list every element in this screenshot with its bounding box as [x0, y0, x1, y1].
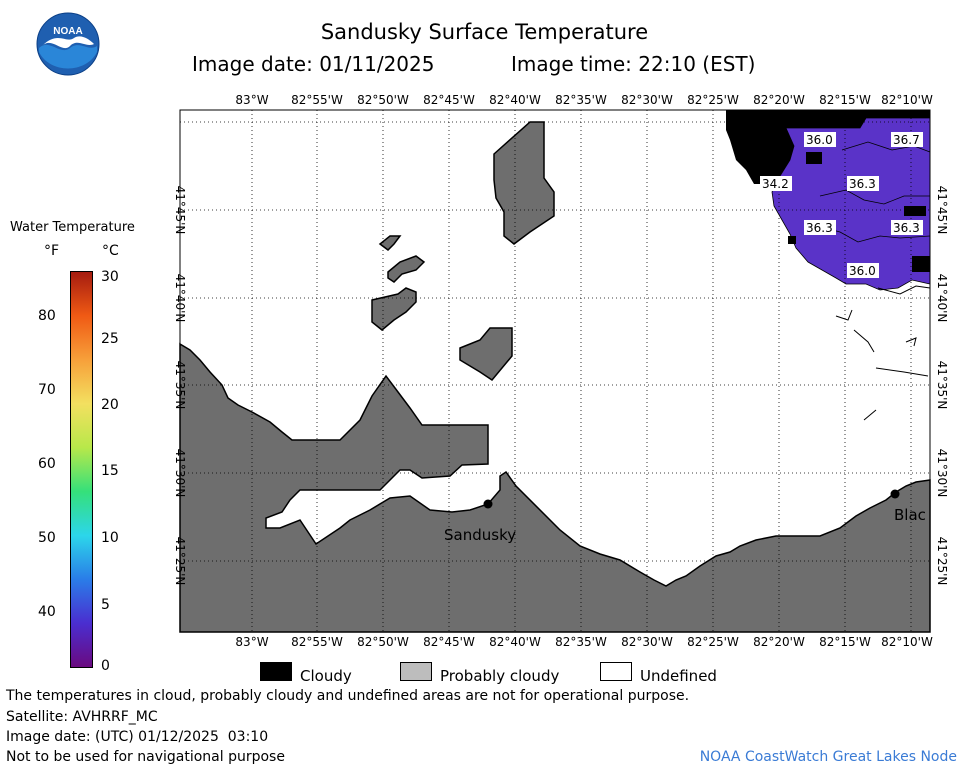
svg-text:82°25'W: 82°25'W [687, 635, 739, 649]
svg-text:82°15'W: 82°15'W [819, 93, 871, 107]
legend-f-tick: 60 [38, 456, 56, 472]
shoreline-fragment [875, 367, 929, 377]
svg-text:82°35'W: 82°35'W [555, 635, 607, 649]
svg-text:41°30'N: 41°30'N [173, 449, 187, 498]
svg-text:82°20'W: 82°20'W [753, 635, 805, 649]
legend-colorbar [70, 271, 93, 668]
legend-c-tick: 30 [101, 269, 119, 285]
lat-labels-right: 41°45'N 41°40'N 41°35'N 41°30'N 41°25'N [935, 186, 949, 586]
shoreline-fragment [835, 309, 875, 353]
temp-label: 36.0 [806, 133, 833, 147]
navigation-warning: Not to be used for navigational purpose [6, 749, 285, 765]
image-time: Image time: 22:10 (EST) [511, 52, 756, 76]
cloud-patch [912, 256, 930, 272]
legend-f-tick: 40 [38, 604, 56, 620]
city-marker [890, 489, 900, 499]
svg-text:41°45'N: 41°45'N [173, 186, 187, 235]
svg-text:41°35'N: 41°35'N [935, 361, 949, 410]
legend-c-tick: 10 [101, 530, 119, 546]
graticule [180, 110, 930, 632]
key-undefined-label: Undefined [640, 667, 717, 685]
lon-labels-top: 83°W 82°55'W 82°50'W 82°45'W 82°40'W 82°… [235, 93, 933, 107]
cloud-patch [788, 236, 796, 244]
key-probably-cloudy-swatch [400, 662, 432, 681]
noaa-logo: NOAA [36, 12, 100, 76]
svg-text:83°W: 83°W [235, 93, 268, 107]
legend-f-tick: 80 [38, 308, 56, 324]
legend-f-tick: 70 [38, 382, 56, 398]
isotherm-line [841, 141, 931, 153]
legend-c-tick: 20 [101, 397, 119, 413]
svg-text:82°40'W: 82°40'W [489, 635, 541, 649]
temp-label: 34.2 [762, 177, 789, 191]
svg-text:82°45'W: 82°45'W [423, 93, 475, 107]
svg-text:82°55'W: 82°55'W [291, 635, 343, 649]
island-marblehead-shoal [459, 327, 513, 381]
island-middle-bass [387, 255, 426, 283]
svg-text:82°30'W: 82°30'W [621, 635, 673, 649]
temp-label: 36.3 [849, 177, 876, 191]
key-probably-cloudy-label: Probably cloudy [440, 667, 560, 685]
legend-title: Water Temperature [10, 220, 135, 235]
cloud-patch [806, 152, 822, 164]
temp-label: 36.7 [893, 133, 920, 147]
isotherm-line [817, 225, 931, 243]
isotherm-line [819, 189, 930, 205]
svg-text:41°35'N: 41°35'N [173, 361, 187, 410]
svg-text:41°25'N: 41°25'N [173, 537, 187, 586]
svg-text:82°50'W: 82°50'W [357, 635, 409, 649]
temp-label: 36.0 [849, 264, 876, 278]
legend-f-tick: 50 [38, 530, 56, 546]
svg-text:82°10'W: 82°10'W [881, 635, 933, 649]
svg-text:82°55'W: 82°55'W [291, 93, 343, 107]
temp-label: 36.3 [893, 221, 920, 235]
legend-unit-f: °F [44, 243, 60, 259]
legend-c-tick: 15 [101, 463, 119, 479]
utc-date-text: Image date: (UTC) 01/12/2025 03:10 [6, 729, 269, 745]
city-marker [483, 499, 493, 509]
svg-text:82°45'W: 82°45'W [423, 635, 475, 649]
key-cloudy-swatch [260, 662, 292, 681]
legend-unit-c: °C [102, 243, 119, 259]
legend-c-tick: 25 [101, 331, 119, 347]
shoreline-fragment [877, 285, 931, 295]
svg-text:41°40'N: 41°40'N [935, 274, 949, 323]
lon-labels-bottom: 83°W 82°55'W 82°50'W 82°45'W 82°40'W 82°… [235, 635, 933, 649]
cloud-patch [904, 206, 926, 216]
image-date: Image date: 01/11/2025 [192, 52, 435, 76]
legend-c-tick: 5 [101, 597, 110, 613]
satellite-text: Satellite: AVHRRF_MC [6, 709, 158, 725]
svg-text:41°30'N: 41°30'N [935, 449, 949, 498]
svg-text:82°10'W: 82°10'W [881, 93, 933, 107]
svg-text:83°W: 83°W [235, 635, 268, 649]
svg-text:41°45'N: 41°45'N [935, 186, 949, 235]
svg-text:82°40'W: 82°40'W [489, 93, 541, 107]
credit-text: NOAA CoastWatch Great Lakes Node [699, 749, 957, 765]
svg-text:82°50'W: 82°50'W [357, 93, 409, 107]
temperature-labels: 36.0 36.7 34.2 36.3 36.3 36.3 36.0 [760, 132, 923, 278]
disclaimer-text: The temperatures in cloud, probably clou… [6, 688, 690, 704]
svg-text:82°25'W: 82°25'W [687, 93, 739, 107]
shoreline-fragment [905, 337, 917, 347]
svg-text:41°40'N: 41°40'N [173, 274, 187, 323]
shoreline-fragment [863, 409, 877, 421]
svg-text:82°35'W: 82°35'W [555, 93, 607, 107]
lat-labels-left: 41°45'N 41°40'N 41°35'N 41°30'N 41°25'N [173, 186, 187, 586]
map-border [179, 109, 931, 633]
key-cloudy-label: Cloudy [300, 667, 352, 685]
land-south-shore [179, 342, 931, 633]
svg-text:82°20'W: 82°20'W [753, 93, 805, 107]
temp-label: 36.3 [806, 221, 833, 235]
city-label-sandusky: Sandusky [444, 526, 516, 544]
svg-text:82°30'W: 82°30'W [621, 93, 673, 107]
svg-text:82°15'W: 82°15'W [819, 635, 871, 649]
city-label-blac: Blac [894, 506, 926, 524]
legend-c-tick: 0 [101, 658, 110, 674]
key-undefined-swatch [600, 662, 632, 681]
svg-text:41°25'N: 41°25'N [935, 537, 949, 586]
island-small [378, 235, 402, 251]
noaa-logo-text: NOAA [53, 26, 82, 37]
page-title: Sandusky Surface Temperature [320, 20, 649, 44]
